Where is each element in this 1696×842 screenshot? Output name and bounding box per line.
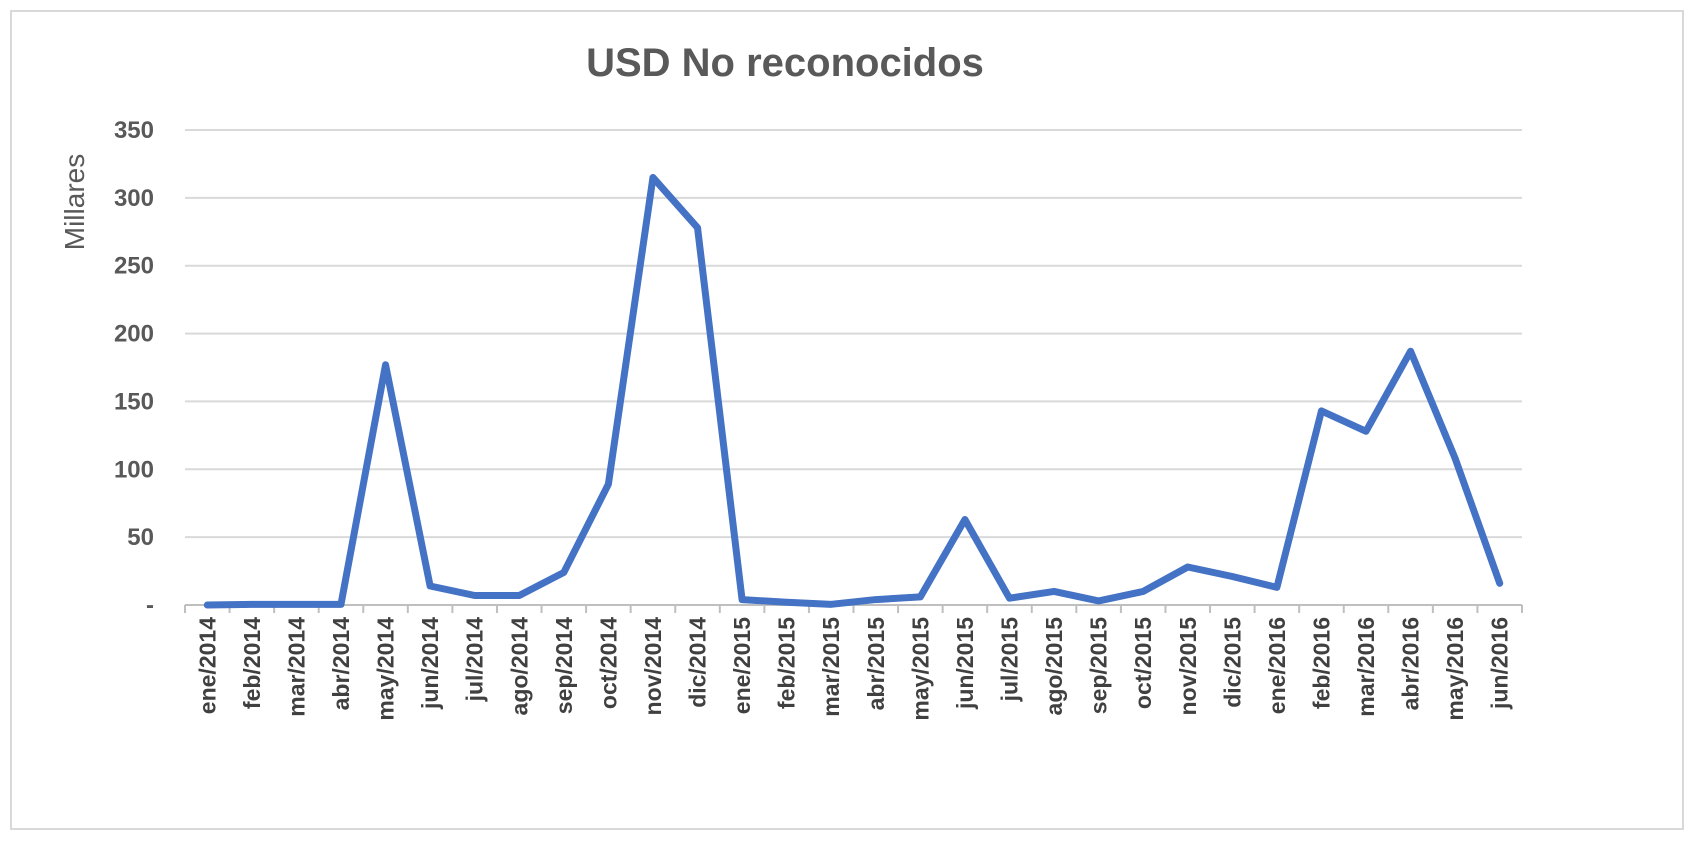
- x-tick-label: abr/2014: [328, 617, 354, 711]
- y-tick-label: 100: [114, 456, 154, 483]
- x-tick-label: mar/2015: [818, 617, 844, 717]
- x-tick-label: may/2015: [907, 617, 933, 721]
- chart-frame: USD No reconocidos Millares - 50 100 150 200…: [10, 10, 1684, 830]
- x-tick-label: oct/2014: [595, 617, 621, 709]
- x-tick-label: ene/2014: [194, 617, 220, 714]
- x-tick-label: sep/2014: [551, 617, 577, 714]
- x-tick-label: ago/2014: [506, 617, 532, 716]
- x-tick-label: feb/2016: [1308, 617, 1334, 709]
- line-chart: USD No reconocidos Millares - 50 100 150 200…: [59, 41, 1523, 721]
- series-line: [203, 174, 1504, 609]
- gridlines: [185, 129, 1522, 539]
- x-tick-label: mar/2016: [1353, 617, 1379, 717]
- series-layer: [203, 174, 1504, 609]
- y-tick-label: 150: [114, 388, 154, 415]
- x-tick-label: dic/2015: [1219, 617, 1245, 708]
- x-axis-ticks: ene/2014 feb/2014 mar/2014 abr/2014 may/2014…: [184, 605, 1523, 721]
- x-tick-label: ago/2015: [1041, 617, 1067, 716]
- x-tick-label: jun/2015: [952, 617, 978, 710]
- y-tick-label: 50: [127, 524, 154, 551]
- x-tick-label: jun/2016: [1487, 617, 1513, 710]
- x-tick-label: may/2014: [373, 617, 399, 721]
- x-tick-label: feb/2015: [774, 617, 800, 709]
- x-tick-label: may/2016: [1442, 617, 1468, 721]
- x-tick-label: nov/2015: [1175, 617, 1201, 716]
- x-tick-label: abr/2015: [863, 617, 889, 711]
- x-tick-label: dic/2014: [685, 617, 711, 708]
- x-tick-label: jul/2015: [996, 617, 1022, 703]
- x-tick-label: oct/2015: [1130, 617, 1156, 709]
- y-axis-label: Millares: [59, 154, 90, 250]
- y-tick-label: 350: [114, 117, 154, 144]
- x-tick-label: nov/2014: [640, 617, 666, 716]
- y-tick-label: 250: [114, 253, 154, 280]
- x-tick-label: sep/2015: [1086, 617, 1112, 714]
- x-tick-label: ene/2015: [729, 617, 755, 714]
- x-tick-label: ene/2016: [1264, 617, 1290, 714]
- x-tick-label: mar/2014: [283, 617, 309, 717]
- x-tick-label: abr/2016: [1398, 617, 1424, 710]
- y-tick-label: 200: [114, 321, 154, 348]
- y-axis-ticks: - 50 100 150 200 250 300 350: [114, 117, 154, 619]
- x-tick-label: feb/2014: [239, 617, 265, 709]
- y-tick-label: 300: [114, 185, 154, 212]
- chart-title: USD No reconocidos: [586, 41, 984, 85]
- y-tick-label: -: [146, 592, 154, 619]
- x-tick-label: jul/2014: [462, 617, 488, 703]
- x-tick-label: jun/2014: [417, 617, 443, 710]
